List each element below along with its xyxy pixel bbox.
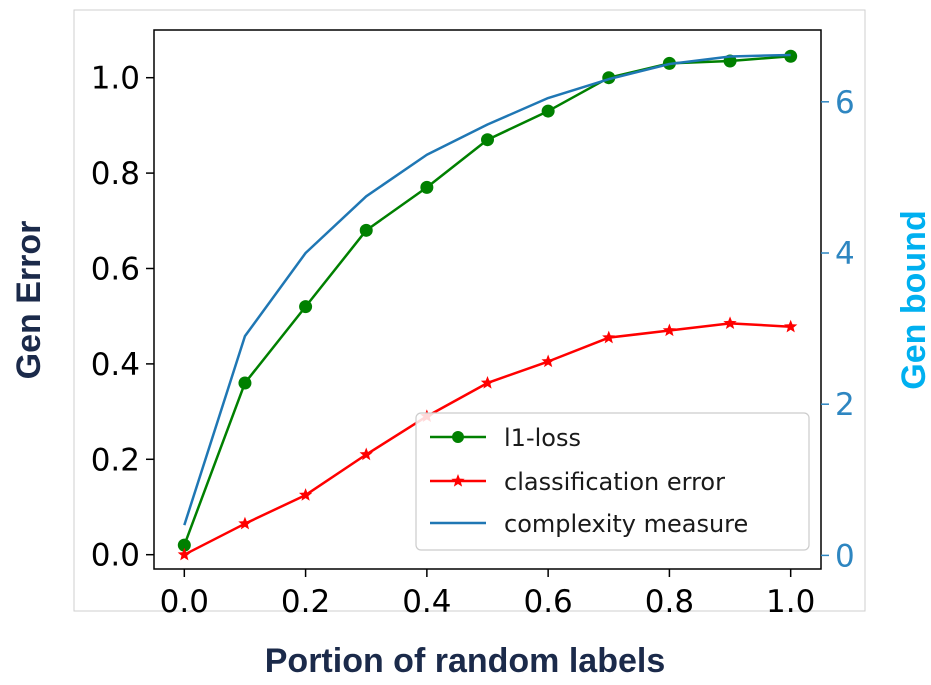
legend: l1-loss classification error complexity … — [415, 412, 810, 551]
x-tick-label: 0.4 — [402, 584, 451, 620]
x-tick-label: 0.6 — [523, 584, 572, 620]
x-tick-label: 0.8 — [645, 584, 694, 620]
legend-label-complexity-measure: complexity measure — [504, 510, 748, 538]
legend-label-l1-loss: l1-loss — [504, 424, 581, 452]
data-point-classification-error — [480, 375, 495, 389]
x-tick-label: 0.0 — [160, 584, 209, 620]
plot-frame — [153, 29, 822, 570]
y-tick-label: 1.0 — [91, 61, 140, 97]
y2-tick-label: 2 — [835, 387, 855, 423]
y-tick-label: 0.2 — [91, 442, 140, 478]
x-tick-label: 1.0 — [766, 584, 815, 620]
data-point-classification-error — [238, 516, 252, 530]
data-point-classification-error — [177, 547, 191, 561]
y-tick-label: 0.8 — [91, 156, 140, 192]
data-point-l1-loss — [541, 104, 555, 118]
data-point-l1-loss — [238, 376, 252, 390]
y2-tick-label: 4 — [835, 236, 855, 272]
data-point-classification-error — [602, 330, 616, 344]
y-tick-label: 0.0 — [91, 538, 140, 574]
data-point-classification-error — [723, 316, 737, 330]
x-axis-title: Portion of random labels — [265, 642, 665, 680]
data-point-l1-loss — [359, 223, 373, 237]
data-point-classification-error — [298, 488, 313, 501]
legend-box — [415, 412, 810, 551]
y-axis-title: Gen Error — [10, 221, 48, 380]
y2-axis-title: Gen bound — [895, 210, 931, 389]
y2-tick-label: 6 — [835, 85, 855, 121]
legend-marker-l1-loss — [452, 431, 464, 443]
legend-label-classification-error: classification error — [504, 468, 725, 496]
x-tick-label: 0.2 — [281, 584, 330, 620]
y-tick-label: 0.6 — [91, 251, 140, 287]
legend-marker-classification-error — [451, 474, 465, 487]
data-point-l1-loss — [481, 133, 494, 147]
data-point-classification-error — [541, 354, 555, 368]
ticks-layer: 0.0 0.2 0.4 0.6 0.8 1.0 0.0 0.2 0.4 0.6 0.8 1.0 0 2 4 6 — [91, 61, 855, 620]
data-point-l1-loss — [784, 49, 798, 63]
data-point-classification-error — [784, 319, 798, 333]
figure-border — [73, 9, 866, 612]
data-point-l1-loss — [177, 538, 191, 552]
y-tick-label: 0.4 — [91, 347, 140, 383]
series-line-complexity-measure — [183, 53, 791, 526]
data-point-l1-loss — [420, 180, 434, 194]
y2-tick-label: 0 — [835, 538, 855, 574]
data-point-classification-error — [359, 447, 373, 461]
data-point-classification-error — [662, 323, 677, 337]
data-point-l1-loss — [299, 300, 313, 314]
series-layer — [177, 49, 798, 561]
